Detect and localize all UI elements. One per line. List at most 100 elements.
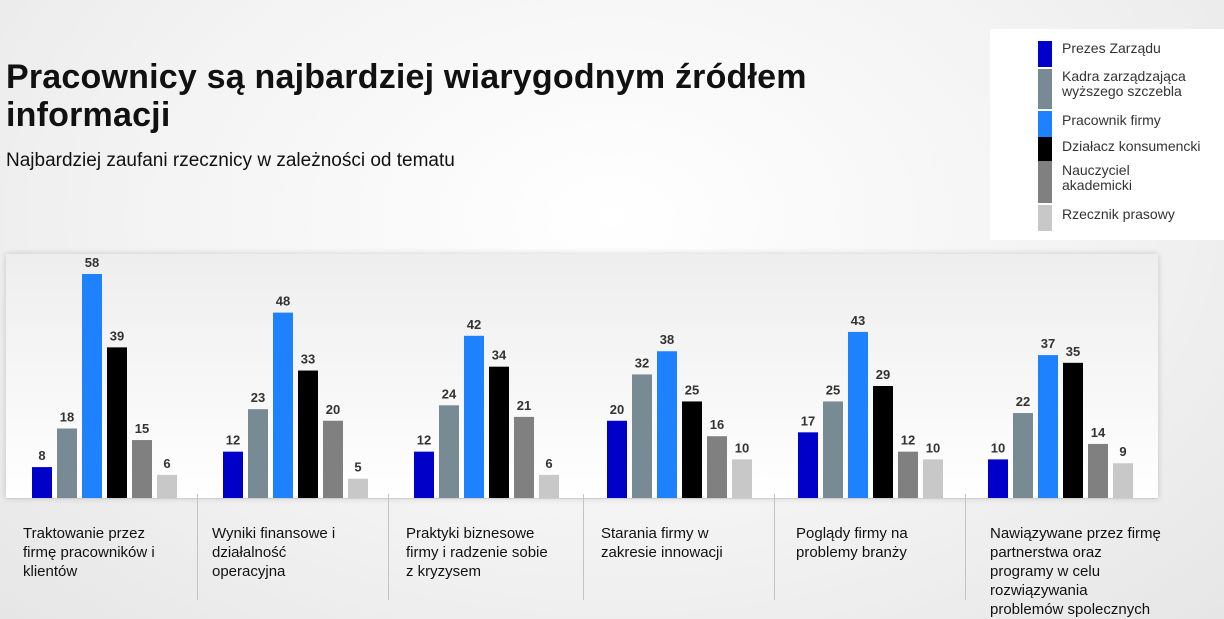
plot-panel bbox=[6, 254, 1158, 498]
category-label-line: zakresie innowacji bbox=[601, 544, 723, 561]
data-label: 20 bbox=[610, 402, 624, 417]
category-label: Praktyki biznesowe firmy i radzenie sobie… bbox=[406, 524, 578, 581]
category-label-line: firmę pracowników i bbox=[23, 544, 155, 561]
legend-label: Prezes Zarządu bbox=[1062, 41, 1222, 56]
data-label: 23 bbox=[251, 390, 265, 405]
bar bbox=[898, 451, 918, 498]
category-label-line: firmy i radzenie sobie bbox=[406, 544, 548, 561]
category-label-line: Praktyki biznesowe bbox=[406, 525, 535, 542]
category-label-line: partnerstwa oraz bbox=[990, 544, 1102, 561]
data-label: 25 bbox=[685, 382, 699, 397]
legend-label-line: Pracownik firmy bbox=[1062, 112, 1161, 128]
data-label: 32 bbox=[635, 355, 649, 370]
category-label-line: z kryzysem bbox=[406, 563, 481, 580]
data-label: 10 bbox=[926, 440, 940, 455]
category-label-line: Starania firmy w bbox=[601, 525, 709, 542]
legend-swatch bbox=[1038, 137, 1052, 163]
bar bbox=[539, 474, 559, 498]
bar bbox=[32, 467, 52, 498]
data-label: 58 bbox=[85, 255, 99, 270]
data-label: 17 bbox=[801, 413, 815, 428]
data-label: 22 bbox=[1016, 394, 1030, 409]
data-label: 12 bbox=[226, 433, 240, 448]
data-label: 8 bbox=[38, 448, 45, 463]
bar bbox=[82, 274, 102, 498]
bar bbox=[157, 474, 177, 498]
category-label-line: problemów spolecznych bbox=[990, 601, 1151, 618]
bar bbox=[732, 459, 752, 498]
bar bbox=[632, 374, 652, 498]
data-label: 9 bbox=[1119, 444, 1126, 459]
data-label: 42 bbox=[467, 317, 481, 332]
bar bbox=[848, 331, 868, 498]
bar bbox=[464, 335, 484, 498]
legend-swatch bbox=[1038, 161, 1052, 203]
data-label: 10 bbox=[735, 440, 749, 455]
bar bbox=[682, 401, 702, 498]
chart-title: Pracownicy są najbardziej wiarygodnym źr… bbox=[6, 58, 807, 134]
data-label: 21 bbox=[517, 398, 531, 413]
category-label: Traktowanie przez firmę pracowników i klie… bbox=[23, 524, 195, 581]
data-label: 18 bbox=[60, 409, 74, 424]
bar bbox=[923, 459, 943, 498]
data-label: 29 bbox=[876, 367, 890, 382]
bar bbox=[348, 478, 368, 498]
category-label-line: klientów bbox=[23, 563, 78, 580]
category-label: Starania firmy w zakresie innowacji bbox=[601, 524, 773, 562]
data-label: 12 bbox=[417, 433, 431, 448]
data-label: 10 bbox=[991, 440, 1005, 455]
bar bbox=[798, 432, 818, 498]
legend-label: Kadra zarządzająca wyższego szczebla bbox=[1062, 69, 1222, 99]
bar bbox=[1013, 413, 1033, 498]
data-label: 16 bbox=[710, 417, 724, 432]
legend-label: Działacz konsumencki bbox=[1062, 139, 1222, 154]
data-label: 25 bbox=[826, 382, 840, 397]
data-label: 15 bbox=[135, 421, 149, 436]
data-label: 14 bbox=[1091, 425, 1106, 440]
bar bbox=[107, 347, 127, 498]
bar bbox=[57, 428, 77, 498]
bar bbox=[707, 436, 727, 498]
bar bbox=[273, 312, 293, 498]
bar bbox=[132, 440, 152, 498]
bar bbox=[223, 451, 243, 498]
data-label: 20 bbox=[326, 402, 340, 417]
bar bbox=[1088, 443, 1108, 498]
legend-label-line: Prezes Zarządu bbox=[1062, 40, 1161, 56]
bar bbox=[607, 420, 627, 498]
data-label: 24 bbox=[442, 386, 457, 401]
legend-swatch bbox=[1038, 111, 1052, 137]
legend: Prezes Zarządu Kadra zarządzająca wyższego… bbox=[990, 29, 1224, 240]
legend-label-line: Rzecznik prasowy bbox=[1062, 206, 1175, 222]
data-label: 48 bbox=[276, 294, 290, 309]
bar bbox=[514, 416, 534, 498]
data-label: 6 bbox=[163, 456, 170, 471]
category-label: Wyniki finansowe i działalność operacyjna bbox=[212, 524, 384, 581]
data-label: 38 bbox=[660, 332, 674, 347]
category-label-line: programy w celu bbox=[990, 563, 1101, 580]
data-label: 33 bbox=[301, 352, 315, 367]
bar bbox=[988, 459, 1008, 498]
category-label: Poglądy firmy na problemy branży bbox=[796, 524, 968, 562]
bar bbox=[248, 409, 268, 498]
data-label: 39 bbox=[110, 328, 124, 343]
category-label-line: Traktowanie przez bbox=[23, 525, 145, 542]
category-label: Nawiązywane przez firmę partnerstwa oraz p… bbox=[990, 524, 1216, 619]
data-label: 43 bbox=[851, 313, 865, 328]
bar bbox=[1113, 463, 1133, 498]
bar bbox=[873, 386, 893, 498]
data-label: 35 bbox=[1066, 344, 1080, 359]
category-label-line: operacyjna bbox=[212, 563, 286, 580]
category-label-line: Poglądy firmy na bbox=[796, 525, 908, 542]
legend-label-line: akademicki bbox=[1062, 177, 1133, 193]
chart-subtitle: Najbardziej zaufani rzecznicy w zależnoś… bbox=[6, 150, 455, 171]
legend-label-line: Działacz konsumencki bbox=[1062, 138, 1201, 154]
legend-label: Nauczyciel akademicki bbox=[1062, 163, 1222, 193]
bar bbox=[439, 405, 459, 498]
data-label: 5 bbox=[354, 460, 361, 475]
legend-label: Pracownik firmy bbox=[1062, 113, 1222, 128]
category-label-line: Nawiązywane przez firmę bbox=[990, 525, 1161, 542]
data-label: 6 bbox=[545, 456, 552, 471]
bar bbox=[1038, 355, 1058, 498]
